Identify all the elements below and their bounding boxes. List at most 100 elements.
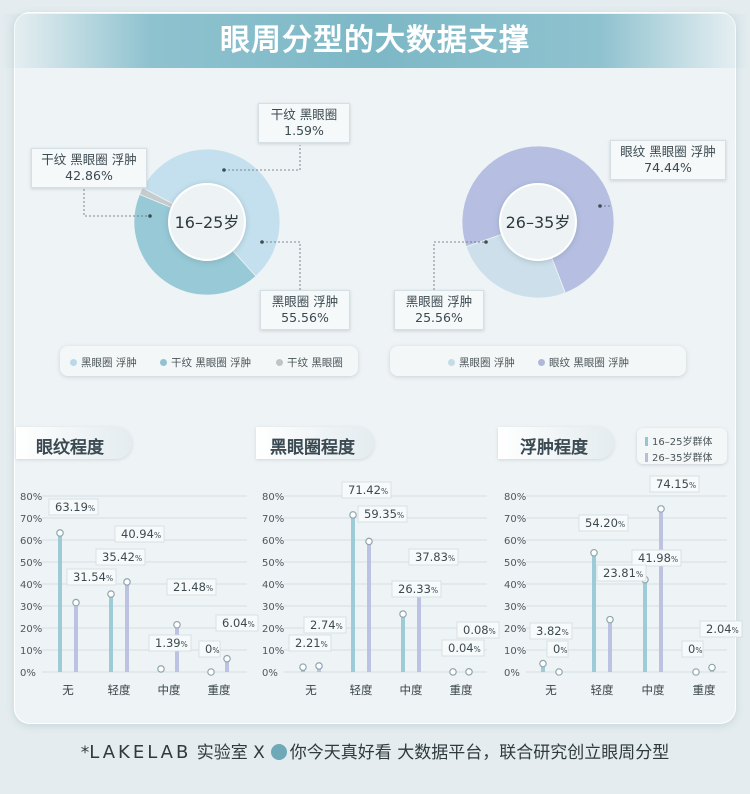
legend-swatch: [645, 453, 648, 462]
bar: [351, 514, 355, 672]
bar-point: [657, 505, 665, 513]
pie-center: [168, 183, 246, 261]
bar: [109, 594, 113, 672]
bar: [592, 552, 596, 672]
y-tick-label: 80%: [262, 492, 284, 503]
data-label-box: [649, 475, 700, 493]
data-label-box: [631, 549, 682, 567]
data-label: 0.08%: [463, 623, 496, 637]
x-tick-label: 无: [545, 683, 557, 697]
data-label-unit: %: [106, 574, 113, 583]
brand-name: LAKELAB: [89, 742, 192, 763]
legend-label: 干纹 黑眼圈: [287, 357, 343, 369]
y-tick-label: 40%: [20, 580, 42, 591]
legend-dot: [160, 359, 167, 366]
data-label-unit: %: [562, 628, 569, 637]
legend-dot: [276, 359, 283, 366]
x-tick-label: 无: [305, 683, 317, 697]
page-title: 眼周分型的大数据支撑: [220, 23, 530, 58]
data-label-unit: %: [448, 554, 455, 563]
data-label: 0%: [688, 642, 702, 656]
y-tick-label: 30%: [262, 602, 284, 613]
data-label: 21.48%: [173, 580, 213, 594]
callout-label: 黑眼圈 浮肿: [405, 294, 473, 309]
data-label-box: [441, 639, 485, 657]
data-label: 3.82%: [536, 624, 569, 638]
leader-dot: [222, 168, 226, 172]
section-tab-dark-circle: [256, 427, 374, 459]
data-label-box: [95, 548, 146, 566]
data-label: 59.35%: [364, 507, 404, 521]
bar: [417, 588, 421, 672]
y-tick-label: 60%: [20, 536, 42, 547]
bar-point: [449, 668, 457, 676]
data-label: 54.20%: [585, 516, 625, 530]
callout-label: 干纹 黑眼圈 浮肿: [41, 152, 137, 167]
bar-point: [315, 662, 323, 670]
data-label: 71.42%: [348, 483, 388, 497]
data-label-box: [303, 616, 347, 634]
data-label-box: [596, 564, 647, 582]
data-label-unit: %: [154, 531, 161, 540]
leader-line: [224, 145, 301, 171]
data-label-unit: %: [431, 586, 438, 595]
bar-point: [207, 668, 215, 676]
bar: [225, 658, 229, 672]
data-label-box: [408, 548, 459, 566]
data-label-unit: %: [618, 520, 625, 529]
data-label: 0.04%: [448, 641, 481, 655]
leader-dot: [260, 240, 264, 244]
data-label: 40.94%: [121, 527, 161, 541]
bar: [401, 614, 405, 672]
pie1-callout-dry-dark: 干纹 黑眼圈 1.59%: [258, 103, 350, 143]
y-tick-label: 40%: [504, 580, 526, 591]
callout-value: 42.86%: [65, 168, 113, 183]
leader-line: [262, 241, 301, 290]
legend-item: 干纹 黑眼圈: [276, 355, 343, 370]
footer-tail: 大数据平台，联合研究创立眼周分型: [397, 743, 670, 763]
legend-item: 眼纹 黑眼圈 浮肿: [538, 355, 629, 370]
data-label-unit: %: [397, 511, 404, 520]
pie1-callout-dry-dark-puffy: 干纹 黑眼圈 浮肿 42.86%: [31, 148, 147, 188]
legend-item: 26–35岁群体: [645, 449, 712, 464]
x-tick-label: 重度: [208, 683, 231, 697]
section-title-wrinkle: 眼纹程度: [36, 438, 104, 458]
bar-point: [123, 578, 131, 586]
y-tick-label: 10%: [20, 646, 42, 657]
y-tick-label: 40%: [262, 580, 284, 591]
title-banner: [0, 14, 750, 68]
data-label-unit: %: [88, 504, 95, 513]
y-tick-label: 20%: [20, 624, 42, 635]
y-tick-label: 70%: [20, 514, 42, 525]
bar: [608, 619, 612, 672]
x-tick-label: 中度: [158, 683, 181, 697]
legend-item: 干纹 黑眼圈 浮肿: [160, 355, 251, 370]
section-tab-puffiness: [498, 427, 614, 459]
legend-label: 16–25岁群体: [652, 437, 713, 448]
x-tick-label: 无: [62, 683, 74, 697]
legend-item: 黑眼圈 浮肿: [448, 355, 515, 370]
star-icon: *: [80, 743, 90, 763]
data-label-box: [546, 640, 569, 658]
data-label-box: [391, 580, 442, 598]
bar: [659, 508, 663, 672]
y-tick-label: 20%: [262, 624, 284, 635]
data-label-unit: %: [206, 584, 213, 593]
y-tick-label: 70%: [262, 514, 284, 525]
y-tick-label: 30%: [20, 602, 42, 613]
legend-swatch: [645, 437, 648, 446]
legend-label: 26–35岁群体: [652, 453, 713, 464]
bar: [367, 541, 371, 672]
data-label-box: [341, 481, 392, 499]
y-tick-label: 50%: [20, 558, 42, 569]
data-label-unit: %: [695, 646, 702, 655]
bar-point: [173, 620, 181, 629]
pie2-callout-dark-puffy: 黑眼圈 浮肿 25.56%: [394, 290, 484, 330]
bar-point: [539, 659, 547, 668]
y-tick-label: 0%: [504, 668, 520, 679]
y-tick-label: 70%: [504, 514, 526, 525]
data-label-box: [48, 498, 99, 516]
footer: *LAKELAB 实验室 X 你今天真好看 大数据平台，联合研究创立眼周分型: [0, 738, 750, 763]
data-label-unit: %: [489, 627, 496, 636]
data-label: 2.21%: [295, 636, 328, 650]
